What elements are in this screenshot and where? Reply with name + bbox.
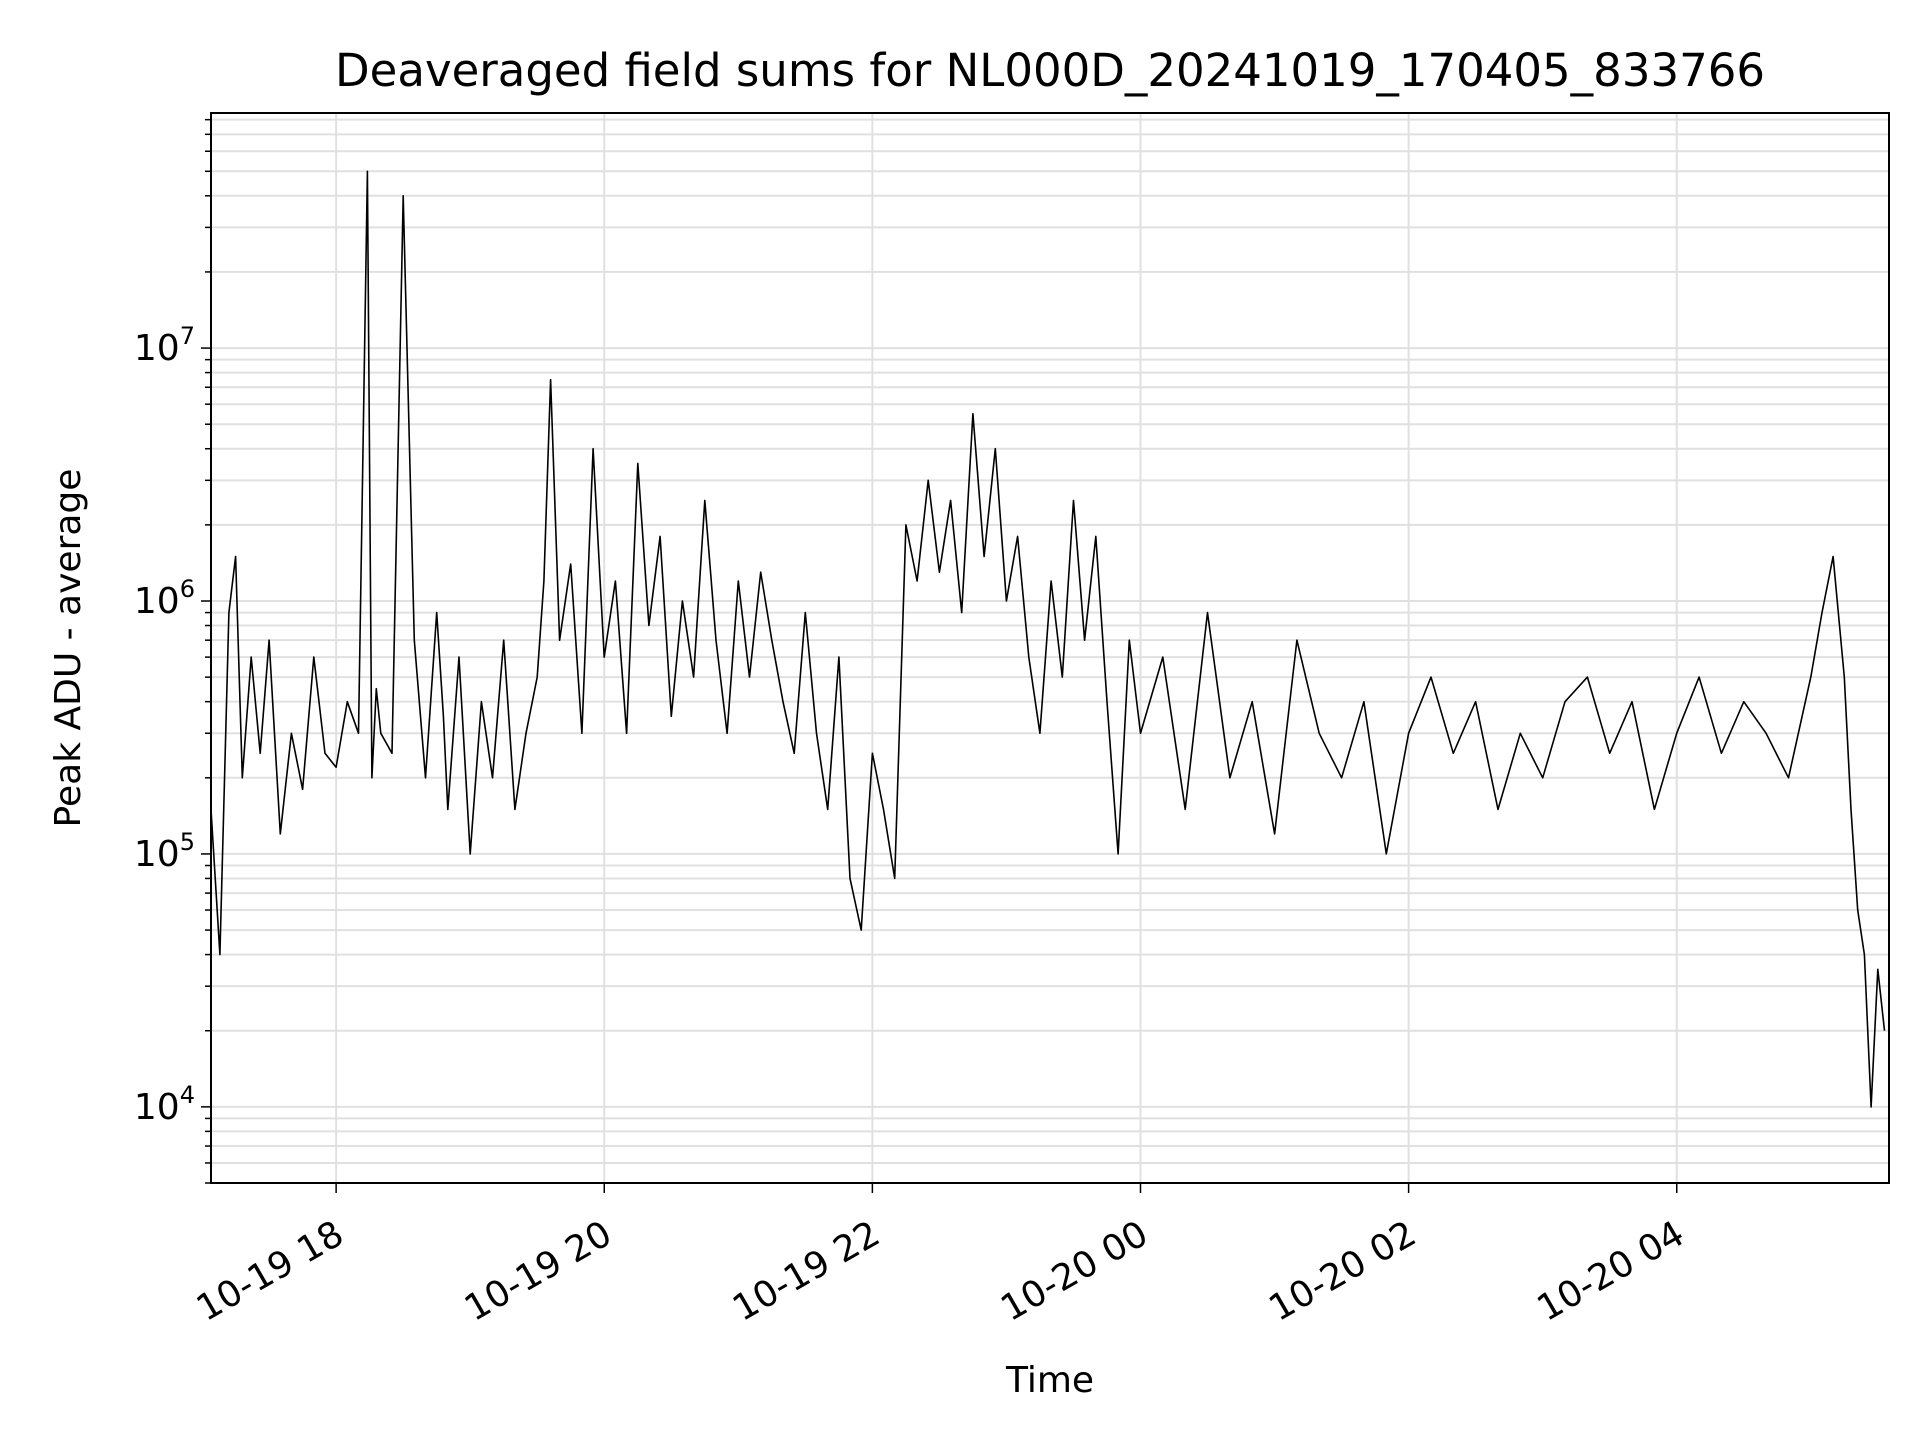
grid	[211, 113, 1889, 1184]
plot-frame	[210, 112, 1890, 1184]
y-axis-label: Peak ADU - average	[48, 469, 89, 828]
y-tick-label: 107	[134, 322, 195, 369]
y-tick-label: 106	[134, 575, 195, 622]
x-axis-label: Time	[1005, 1360, 1094, 1401]
series-line	[210, 170, 1886, 1108]
y-tick-label: 104	[134, 1081, 195, 1128]
chart-title: Deaveraged field sums for NL000D_2024101…	[335, 44, 1765, 97]
y-tick-label: 105	[134, 828, 195, 875]
series-layer	[210, 170, 1886, 1108]
